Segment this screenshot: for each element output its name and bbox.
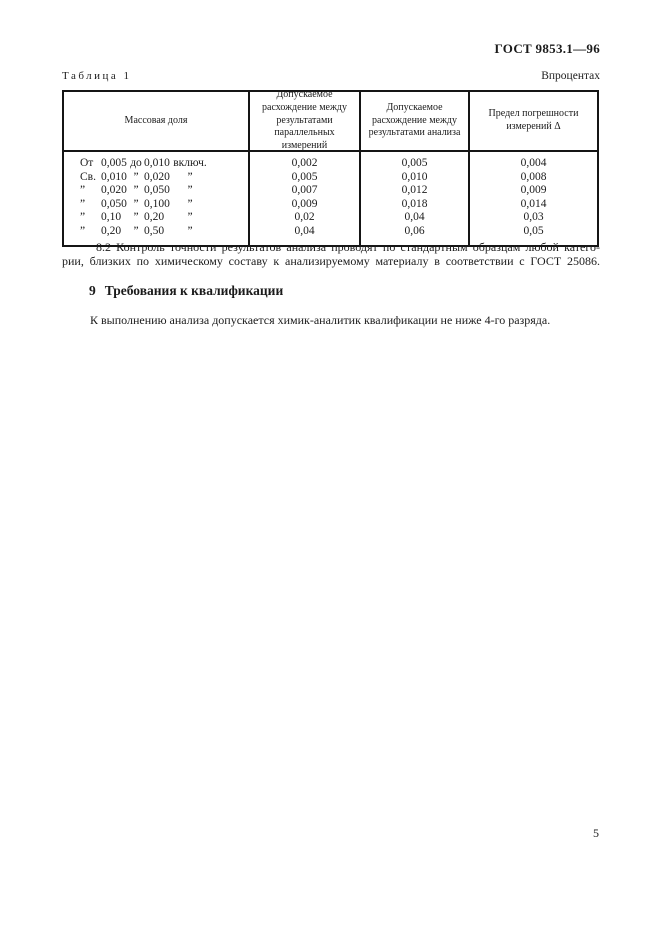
units-note: Впроцентах	[541, 70, 600, 82]
col-header-mass-fraction: Массовая доля	[64, 92, 248, 150]
paragraph-9: К выполнению анализа допускается химик-а…	[90, 313, 551, 327]
value: 0,005	[401, 157, 428, 169]
header-line: результатами анализа	[368, 127, 461, 139]
page-number: 5	[593, 826, 599, 840]
value: 0,04	[294, 224, 315, 237]
table-row: Св. 0,010 ” 0,020 ”	[80, 170, 193, 183]
table-row: ” 0,050 ” 0,100 ”	[80, 197, 193, 210]
header-line: расхождение между	[372, 114, 457, 126]
value: 0,04	[404, 211, 425, 223]
paragraph-8-2: 8.2 Контроль точности результатов анализ…	[62, 240, 600, 268]
value: 0,002	[291, 157, 318, 169]
value: 0,008	[520, 170, 547, 183]
cell-parallel-values: 0,002 0,005 0,007 0,009 0,02 0,04	[248, 152, 359, 245]
header-line: измерений Δ	[506, 121, 561, 132]
cell-error-limit-values: 0,004 0,008 0,009 0,014 0,03 0,05	[468, 152, 597, 245]
header-line: Допускаемое	[386, 101, 443, 113]
table-row: От 0,005 до 0,010 включ.	[80, 157, 207, 169]
value: 0,06	[404, 224, 425, 237]
value: 0,02	[294, 211, 315, 223]
section-title: Требования к квалификации	[104, 283, 284, 298]
data-table: Массовая доля Допускаемое расхождение ме…	[62, 89, 599, 247]
value: 0,018	[401, 197, 428, 210]
paragraph-line: рии, близких по химическому составу к ан…	[62, 254, 600, 268]
header-line: Допускаемое	[276, 89, 333, 101]
value: 0,009	[291, 197, 318, 210]
doc-number: ГОСТ 9853.1—96	[494, 41, 600, 56]
col-header-analysis-discrepancy: Допускаемое расхождение между результата…	[359, 92, 468, 150]
header-line: расхождение между	[262, 101, 347, 113]
value: 0,05	[523, 224, 544, 237]
table-header-row: Массовая доля Допускаемое расхождение ме…	[64, 89, 597, 152]
cell-analysis-values: 0,005 0,010 0,012 0,018 0,04 0,06	[359, 152, 468, 245]
table-body-row: От 0,005 до 0,010 включ. Св. 0,010 ” 0,0…	[64, 152, 597, 245]
table-row: ” 0,020 ” 0,050 ”	[80, 184, 193, 196]
value: 0,03	[523, 211, 544, 223]
value: 0,010	[401, 170, 428, 183]
col-header-parallel-discrepancy: Допускаемое расхождение между результата…	[248, 89, 359, 152]
col-header-error-limit: Предел погрешности измерений Δ	[468, 92, 597, 150]
section-9-heading: 9 Требования к квалификации	[89, 283, 283, 299]
table-row: ” 0,10 ” 0,20 ”	[80, 211, 193, 223]
value: 0,007	[291, 184, 318, 196]
value: 0,005	[291, 170, 318, 183]
value: 0,014	[520, 197, 547, 210]
header-line: параллельных измерений	[274, 127, 335, 152]
table-row: ” 0,20 ” 0,50 ”	[80, 224, 193, 237]
header-line: Предел погрешности	[488, 108, 579, 120]
value: 0,009	[520, 184, 547, 196]
paragraph-line: 8.2 Контроль точности результатов анализ…	[96, 240, 600, 254]
cell-mass-fraction: От 0,005 до 0,010 включ. Св. 0,010 ” 0,0…	[64, 152, 248, 245]
value: 0,004	[520, 157, 547, 169]
table-caption: Таблица 1	[62, 70, 132, 82]
section-number: 9	[89, 283, 96, 298]
header-line: Массовая доля	[124, 114, 188, 126]
header-line: результатами	[276, 114, 333, 126]
table-caption-row: Таблица 1 Впроцентах	[62, 70, 600, 82]
value: 0,012	[401, 184, 428, 196]
